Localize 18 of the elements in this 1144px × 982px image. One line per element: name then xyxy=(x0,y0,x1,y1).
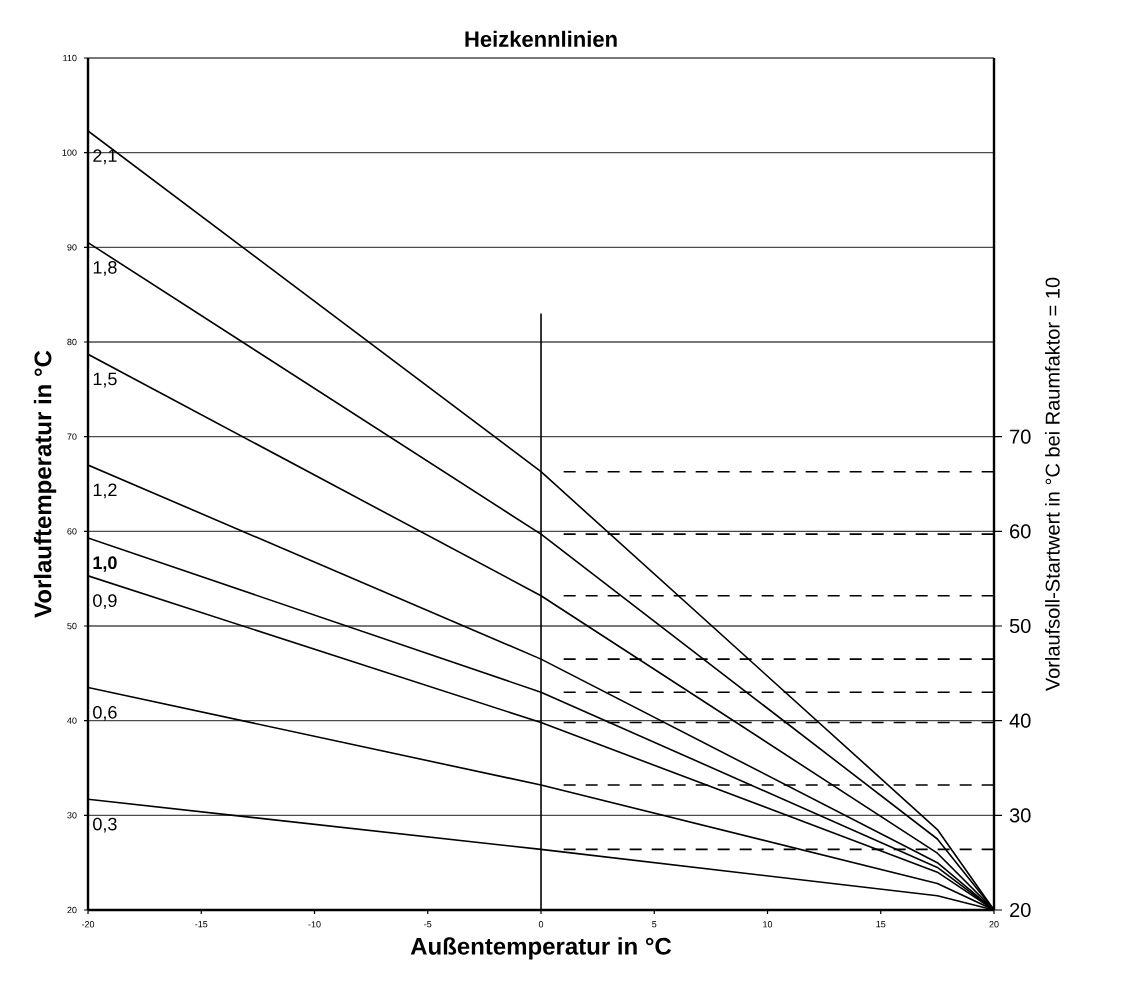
series-label: 1,0 xyxy=(93,556,117,572)
y2-tick-label: 30 xyxy=(1009,808,1031,823)
y2-tick-label: 20 xyxy=(1010,902,1031,918)
legend-label: 0,6 xyxy=(93,705,117,721)
chart-title: Heizkennlinien xyxy=(465,30,617,47)
series-label: 0,9 xyxy=(93,594,117,610)
y2-tick-label: 40 xyxy=(1009,713,1031,728)
y2-axis-title: Vorlaufsoll-Startwert in °C bei Raumfaktor = 10 xyxy=(1045,277,1060,692)
y2-tick-label: 70 xyxy=(1010,429,1031,444)
series-label: 1,5 xyxy=(93,372,117,388)
y2-tick-label: 60 xyxy=(1010,524,1031,539)
series-label: 1,8 xyxy=(93,261,117,276)
y2-tick-label: 50 xyxy=(1009,618,1031,634)
x-axis-title: Außentemperatur in °C xyxy=(410,937,672,960)
legend-label: 0,3 xyxy=(93,817,117,833)
legend-label: 2,1 xyxy=(93,149,117,165)
y-axis-title: Vorlauftemperatur in °C xyxy=(33,350,57,618)
series-label: 1,2 xyxy=(93,483,117,499)
